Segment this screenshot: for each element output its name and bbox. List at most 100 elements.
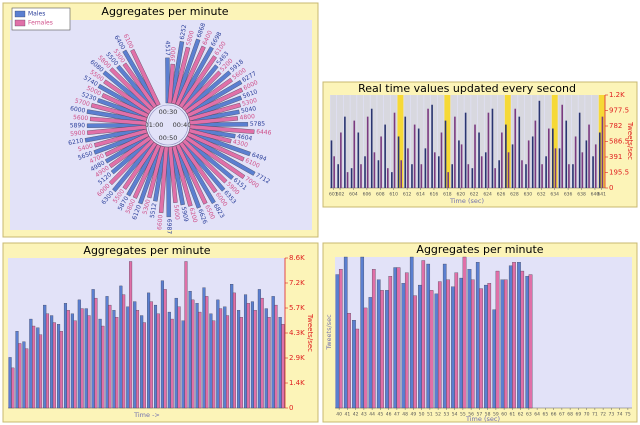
x-tick-label: 40 — [336, 412, 342, 418]
bar — [393, 112, 396, 188]
radial-bar — [182, 138, 228, 184]
y-axis-label: Tweets/sec — [306, 313, 314, 352]
radial-bar — [89, 116, 147, 126]
bar — [70, 313, 74, 409]
bar — [508, 265, 513, 409]
bar — [434, 293, 439, 409]
x-tick-label: 601 — [329, 192, 338, 198]
bar — [84, 308, 88, 409]
bar — [59, 331, 63, 409]
value-label: 5400 — [77, 142, 94, 153]
value-label: 4517 — [164, 41, 171, 57]
bar — [167, 311, 171, 409]
bar — [80, 308, 84, 409]
x-tick-label: 41 — [345, 412, 351, 418]
value-label: 5785 — [250, 121, 266, 128]
angular-tick-label: 00:40 — [173, 121, 192, 129]
bar — [487, 283, 492, 409]
bar — [400, 160, 403, 188]
bar — [370, 108, 373, 188]
bar — [257, 289, 261, 409]
time-band — [504, 95, 511, 188]
bar — [32, 325, 36, 409]
radial-bar — [122, 141, 158, 190]
y-tick-label: 782 — [609, 122, 622, 130]
x-tick-label: 75 — [625, 412, 631, 418]
legend-box — [11, 7, 71, 31]
bar — [353, 120, 356, 188]
bar — [368, 297, 373, 409]
x-tick-label: 45 — [378, 412, 384, 418]
x-tick-label: 68 — [567, 412, 573, 418]
bar — [202, 287, 206, 409]
bar — [421, 260, 426, 409]
bar — [115, 317, 119, 409]
bar — [230, 284, 234, 409]
bar — [585, 140, 588, 188]
x-tick-label: 622 — [470, 192, 479, 198]
bar — [250, 301, 254, 409]
radial-bar — [109, 67, 154, 112]
bar — [498, 160, 500, 188]
bar — [278, 317, 282, 409]
value-label: 5650 — [77, 150, 94, 162]
center-ring — [147, 104, 189, 146]
x-tick-label: 604 — [349, 192, 358, 198]
x-tick-label: 634 — [550, 192, 559, 198]
time-band — [531, 95, 538, 188]
value-label: 6200 — [188, 207, 199, 224]
value-label: 5900 — [70, 129, 86, 137]
x-tick-label: 49 — [411, 412, 417, 418]
value-label: 6120 — [131, 204, 143, 221]
bar — [133, 301, 137, 409]
bar — [444, 120, 447, 188]
radial-bar — [132, 143, 161, 199]
bar — [588, 124, 590, 188]
x-tick-label: 62 — [518, 412, 524, 418]
x-tick-label: 610 — [389, 192, 398, 198]
y-tick-label: 1.2K — [609, 91, 625, 99]
value-label: 6494 — [251, 151, 268, 163]
value-label: 6987 — [165, 219, 172, 235]
y-tick-label: 7.2K — [289, 279, 305, 287]
bar — [427, 108, 429, 188]
x-tick-label: 69 — [576, 412, 582, 418]
bar — [409, 256, 414, 409]
x-tick-label: 640 — [591, 192, 600, 198]
bar — [363, 307, 368, 409]
x-tick-label: 608 — [376, 192, 385, 198]
bar — [527, 140, 530, 188]
chart-title: Aggregates per minute — [101, 5, 228, 18]
bar — [433, 152, 436, 188]
bar — [538, 100, 541, 188]
bar — [401, 283, 406, 409]
x-tick-label: 630 — [524, 192, 533, 198]
x-tick-label: 43 — [361, 412, 367, 418]
bar — [355, 328, 360, 409]
bar — [462, 256, 467, 409]
value-label: 5700 — [74, 98, 91, 109]
x-tick-label: 602 — [336, 192, 345, 198]
y-tick-label: 391 — [609, 153, 622, 161]
x-tick-label: 55 — [460, 412, 466, 418]
bar — [264, 308, 268, 409]
bar — [451, 286, 455, 409]
bar — [11, 367, 15, 409]
bar — [404, 272, 409, 409]
time-band — [417, 95, 424, 188]
bar — [474, 124, 476, 188]
radial-bar — [167, 146, 178, 203]
bar — [385, 290, 389, 409]
bar — [281, 324, 285, 409]
bar — [267, 317, 271, 409]
bar — [52, 322, 56, 409]
value-label: 6868 — [196, 22, 208, 39]
bar — [500, 279, 505, 409]
time-band — [491, 95, 498, 188]
angular-tick-label: 00:50 — [159, 134, 178, 142]
bar — [478, 132, 480, 188]
x-tick-label: 606 — [363, 192, 372, 198]
bar — [57, 324, 61, 409]
bar — [407, 148, 409, 188]
bar — [437, 281, 442, 409]
